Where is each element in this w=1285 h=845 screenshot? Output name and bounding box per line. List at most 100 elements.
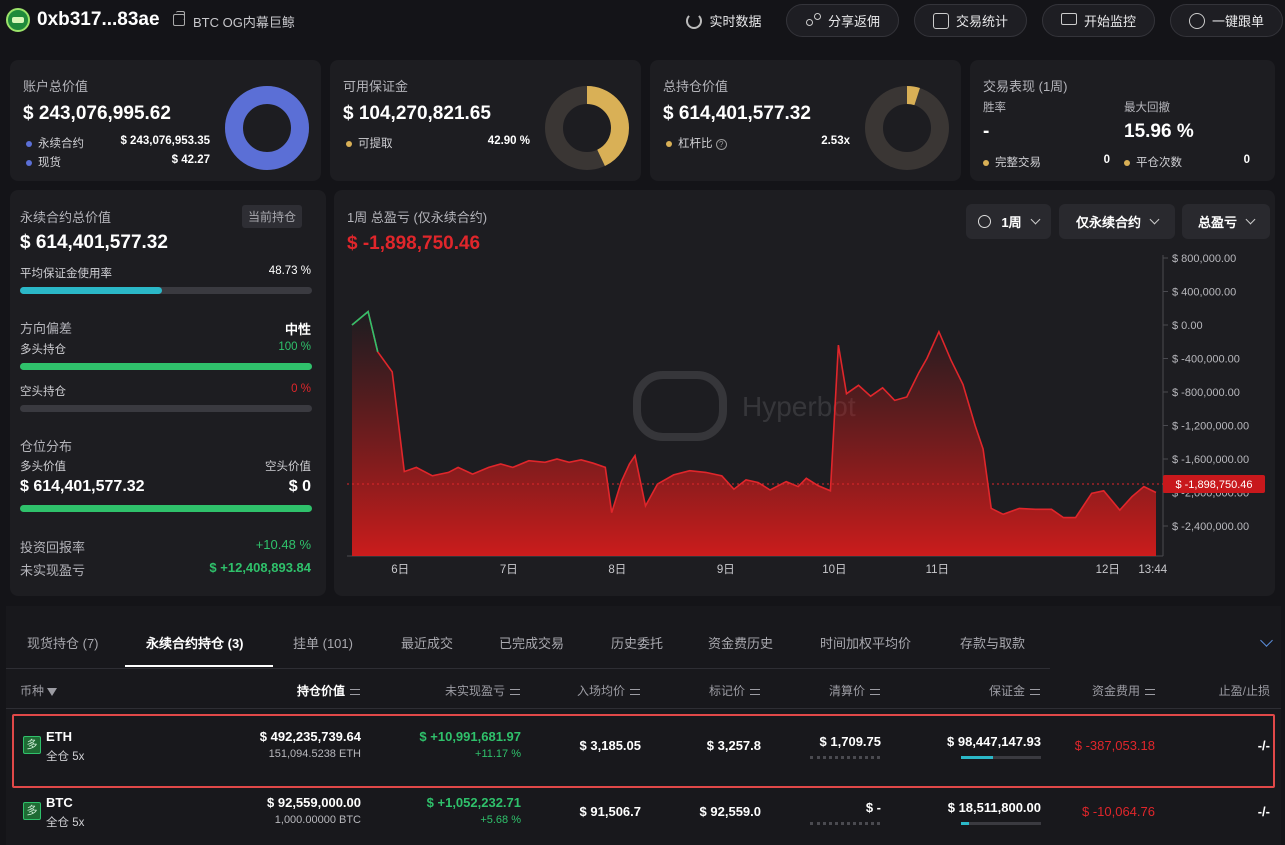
follow-icon — [1188, 12, 1205, 29]
card-label: 账户总价值 — [23, 79, 89, 94]
sort-icon — [510, 688, 520, 695]
upnl: $ +1,052,232.71 — [426, 795, 521, 810]
col-upnl[interactable]: 未实现盈亏 — [380, 682, 520, 699]
help-icon[interactable]: ? — [715, 139, 727, 150]
distribution-bar — [20, 505, 312, 512]
sort-icon — [870, 688, 880, 695]
withdrawable-value: 42.90 % — [487, 135, 530, 147]
tab-5[interactable]: 历史委托 — [611, 636, 664, 651]
tpsl-value[interactable]: -/- — [1257, 738, 1270, 753]
sort-icon — [350, 688, 360, 695]
avg-margin-value: 48.73 % — [268, 265, 311, 277]
table-row-highlight[interactable] — [12, 714, 1275, 788]
avg-margin-bar — [20, 287, 312, 294]
hyperbot-watermark: Hyperbot — [633, 371, 856, 441]
account-value-card: 账户总价值 $ 243,076,995.62 永续合约 $ 243,076,95… — [10, 60, 321, 181]
liq-price: $ 1,709.75 — [819, 734, 881, 749]
pnl-line — [351, 310, 1157, 519]
sort-icon — [1145, 688, 1155, 695]
tab-1[interactable]: 永续合约持仓 (3) — [146, 636, 244, 651]
start-monitor-button[interactable]: 开始监控 — [1042, 4, 1155, 37]
long-label: 多头持仓 — [20, 344, 66, 356]
legend-dot — [983, 159, 989, 166]
card-value: $ 243,076,995.62 — [23, 103, 171, 124]
perp-total-title: 永续合约总价值 — [20, 210, 112, 225]
y-tick-label: $ -1,600,000.00 — [1172, 454, 1249, 466]
direction-value: 中性 — [284, 322, 311, 337]
long-badge: 多 — [23, 802, 41, 820]
upnl-pct: +11.17 % — [475, 748, 521, 760]
y-tick-label: $ 0.00 — [1172, 320, 1203, 332]
filter-icon[interactable] — [47, 687, 58, 696]
tab-6[interactable]: 资金费历史 — [708, 636, 774, 651]
card-value: $ 614,401,577.32 — [663, 103, 811, 124]
winrate-value: - — [983, 121, 990, 142]
mark-price: $ 92,559.0 — [699, 804, 761, 819]
svg-text:$ -1,898,750.46: $ -1,898,750.46 — [1175, 479, 1252, 491]
sort-icon — [1030, 688, 1040, 695]
tab-2[interactable]: 挂单 (101) — [293, 636, 353, 651]
chevron-down-icon — [1149, 214, 1160, 225]
scope-dropdown[interactable]: 仅永续合约 — [1059, 204, 1175, 239]
chart-pnl-value: $ -1,898,750.46 — [347, 233, 481, 254]
available-margin-card: 可用保证金 $ 104,270,821.65 可提取 42.90 % — [330, 60, 641, 181]
chevron-down-icon — [1245, 214, 1256, 225]
y-tick-label: $ -2,400,000.00 — [1172, 521, 1249, 533]
short-value-label: 空头价值 — [265, 461, 311, 473]
upnl-label: 未实现盈亏 — [20, 563, 86, 578]
x-tick-label: 13:44 — [1138, 564, 1167, 576]
distribution-label: 仓位分布 — [20, 439, 73, 454]
metric-dropdown[interactable]: 总盈亏 — [1182, 204, 1270, 239]
entry-price: $ 91,506.7 — [579, 804, 641, 819]
liq-distance-bar — [810, 756, 880, 759]
long-bar-fill — [20, 363, 312, 370]
realtime-data-button[interactable]: 实时数据 — [676, 4, 772, 37]
copy-trade-button[interactable]: 一键跟单 — [1170, 4, 1283, 37]
perp-total-value: $ 614,401,577.32 — [20, 232, 168, 253]
tab-4[interactable]: 已完成交易 — [499, 636, 565, 651]
tab-0[interactable]: 现货持仓 (7) — [27, 636, 99, 651]
col-funding[interactable]: 资金费用 — [1040, 682, 1155, 699]
perp-value: $ 243,076,953.35 — [120, 135, 210, 147]
x-tick-label: 12日 — [1096, 564, 1120, 576]
card-label: 可用保证金 — [343, 79, 409, 94]
upnl-pct: +5.68 % — [480, 814, 521, 826]
short-label: 空头持仓 — [20, 386, 66, 398]
tab-3[interactable]: 最近成交 — [401, 636, 454, 651]
short-value: 0 % — [291, 383, 311, 395]
period-dropdown[interactable]: 1周 — [966, 204, 1051, 239]
perp-summary-panel: 永续合约总价值 当前持仓 $ 614,401,577.32 平均保证金使用率 4… — [10, 190, 326, 596]
sort-icon — [750, 688, 760, 695]
col-entry[interactable]: 入场均价 — [530, 682, 640, 699]
position-donut — [865, 86, 949, 170]
col-margin[interactable]: 保证金 — [900, 682, 1040, 699]
tab-divider — [6, 668, 1050, 669]
roi-label: 投资回报率 — [20, 540, 86, 555]
margin-mode: 全仓 5x — [46, 751, 85, 763]
current-position-chip[interactable]: 当前持仓 — [242, 205, 303, 228]
col-mark[interactable]: 标记价 — [650, 682, 760, 699]
copy-icon[interactable] — [173, 11, 185, 26]
margin-donut — [545, 86, 629, 170]
share-rebate-button[interactable]: 分享返佣 — [786, 4, 899, 37]
sort-icon — [630, 688, 640, 695]
leverage-value: 2.53x — [821, 135, 850, 147]
wallet-tag: BTC OG内幕巨鲸 — [193, 15, 295, 30]
funding-fee: $ -387,053.18 — [1074, 738, 1155, 753]
y-tick-label: $ -400,000.00 — [1172, 354, 1240, 366]
x-tick-label: 10日 — [822, 564, 846, 576]
tab-7[interactable]: 时间加权平均价 — [820, 636, 912, 651]
legend-dot — [26, 140, 32, 147]
positions-section — [6, 606, 1281, 845]
legend-dot — [1124, 159, 1130, 166]
long-badge: 多 — [23, 736, 41, 754]
tab-8[interactable]: 存款与取款 — [960, 636, 1026, 651]
col-liq[interactable]: 清算价 — [770, 682, 880, 699]
coin-name: ETH — [46, 729, 72, 744]
spot-value: $ 42.27 — [171, 154, 210, 166]
col-position-value[interactable]: 持仓价值 — [220, 682, 360, 699]
trade-stats-button[interactable]: 交易统计 — [914, 4, 1027, 37]
tpsl-value[interactable]: -/- — [1257, 804, 1270, 819]
col-coin[interactable]: 币种 — [20, 682, 58, 699]
refresh-icon — [686, 12, 703, 29]
